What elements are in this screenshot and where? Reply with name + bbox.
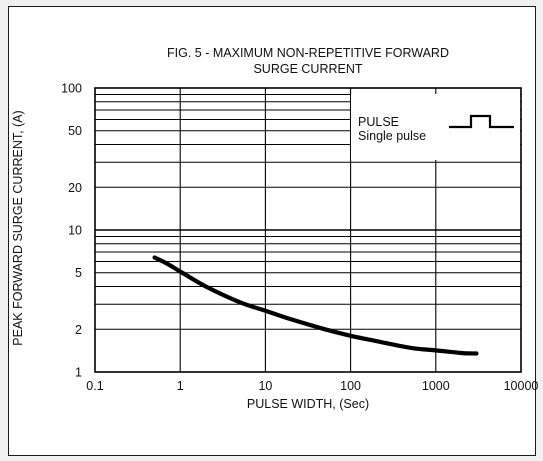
y-tick-label: 5 (75, 266, 82, 280)
y-tick-label: 2 (75, 323, 82, 337)
tick-labels: 0.1 1 10 100 1000 10000 1 2 5 10 20 50 100 (61, 82, 538, 394)
series-curves (152, 255, 479, 356)
x-axis-label: PULSE WIDTH, (Sec) (246, 397, 370, 411)
y-tick-label: 1 (75, 366, 82, 380)
x-tick-label: 10 (258, 379, 272, 393)
plot-area-border (94, 87, 522, 373)
legend: PULSE Single pulse (351, 94, 520, 160)
x-tick-label: 100 (340, 379, 361, 393)
x-tick-label: 1 (177, 379, 184, 393)
chart-frame (8, 6, 536, 456)
surge-current-curve (152, 255, 479, 356)
x-tick-label: 0.1 (86, 379, 103, 393)
x-tick-label: 10000 (504, 379, 539, 393)
y-tick-label: 20 (68, 181, 82, 195)
y-tick-label: 10 (68, 224, 82, 238)
y-tick-label: 50 (68, 124, 82, 138)
legend-label-single-pulse: Single pulse (358, 129, 426, 143)
x-tick-label: 1000 (422, 379, 450, 393)
legend-label-pulse: PULSE (358, 115, 399, 129)
y-tick-label: 100 (61, 82, 82, 96)
pulse-waveform-icon (449, 114, 514, 129)
chart-title-line-1: FIG. 5 - MAXIMUM NON-REPETITIVE FORWARD (167, 46, 449, 60)
chart-title-line-2: SURGE CURRENT (253, 62, 363, 76)
